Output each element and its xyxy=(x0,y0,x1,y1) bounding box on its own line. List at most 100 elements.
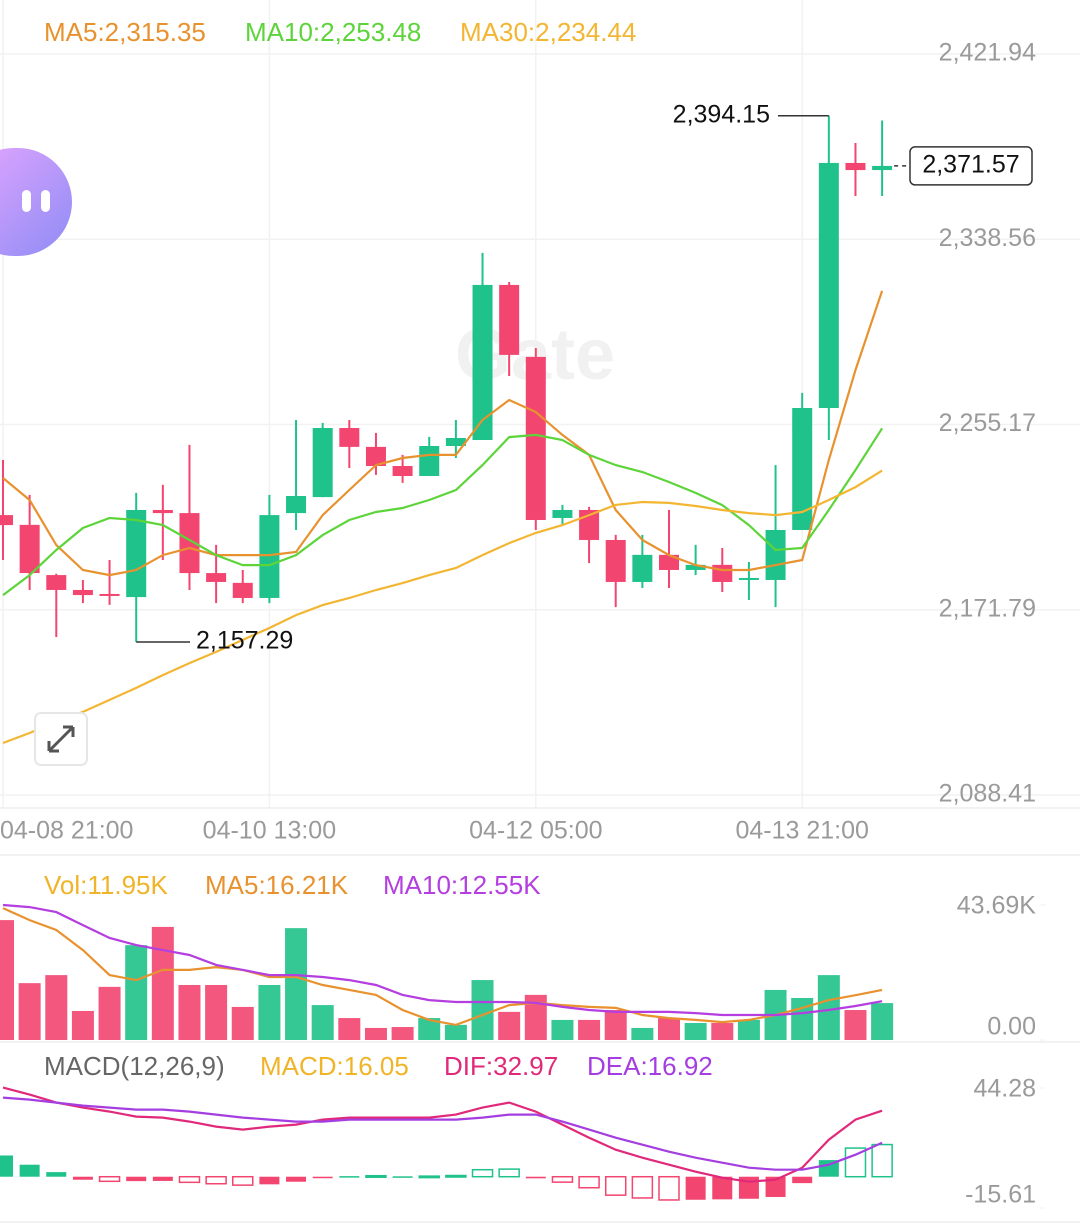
candle-body xyxy=(659,554,679,570)
candle-body xyxy=(499,284,520,355)
candle-body xyxy=(365,446,386,466)
candle-body xyxy=(179,513,200,574)
candle-body xyxy=(605,539,626,582)
y-tick-label: 2,255.17 xyxy=(939,409,1036,437)
macd-bar xyxy=(685,1176,706,1200)
candle-body xyxy=(712,564,733,582)
volume-bar xyxy=(178,984,201,1040)
candle-body xyxy=(792,408,813,530)
bubble-eye xyxy=(41,190,50,212)
volume-bar xyxy=(684,1023,707,1040)
candle-body xyxy=(152,509,173,514)
macd-bar xyxy=(712,1176,733,1200)
macd-bar xyxy=(871,1143,893,1178)
legend-entry: DIF:32.97 xyxy=(444,1051,558,1081)
macd-bar xyxy=(765,1176,786,1197)
indicator-line xyxy=(2,469,883,745)
macd-bar xyxy=(205,1175,227,1185)
macd-bar xyxy=(551,1175,574,1183)
macd-bar xyxy=(365,1174,387,1178)
candle-body xyxy=(99,593,120,596)
macd-bar xyxy=(98,1175,121,1183)
candle-body xyxy=(126,509,147,598)
candle-body xyxy=(845,162,866,171)
candle-body xyxy=(259,515,280,598)
volume-bar xyxy=(551,1019,574,1040)
macd-bar xyxy=(578,1175,600,1189)
volume-bar xyxy=(205,984,228,1040)
candle-body xyxy=(72,589,93,596)
indicator-line xyxy=(2,1096,883,1171)
volume-bar xyxy=(418,1018,441,1040)
volume-bar xyxy=(737,1019,760,1040)
indicator-line xyxy=(2,290,884,577)
candle-body xyxy=(339,427,360,447)
macd-bar xyxy=(445,1174,467,1178)
macd-bar xyxy=(631,1175,654,1199)
volume-bar xyxy=(311,1005,334,1040)
legend-entry: DEA:16.92 xyxy=(587,1051,713,1081)
candle-body xyxy=(46,575,67,590)
macd-bar xyxy=(339,1176,360,1178)
candle-body xyxy=(232,582,253,598)
macd-bar xyxy=(498,1168,520,1178)
volume-bar xyxy=(231,1006,254,1040)
macd-bar xyxy=(658,1175,680,1201)
legend-entry: MA10:2,253.48 xyxy=(245,17,421,47)
volume-bar xyxy=(711,1023,734,1040)
indicator-line xyxy=(2,907,883,1027)
candle-body xyxy=(19,524,40,574)
macd-bar xyxy=(418,1175,440,1179)
expand-button[interactable] xyxy=(34,712,88,766)
candle-body xyxy=(286,495,307,514)
candle-body xyxy=(312,427,333,498)
last-price-box xyxy=(909,146,1033,186)
macd-bar xyxy=(72,1176,93,1180)
volume-bar xyxy=(791,997,814,1040)
indicator-line xyxy=(2,427,884,596)
candle-body xyxy=(525,356,546,520)
volume-bar xyxy=(151,926,174,1040)
x-tick-label: 04-13 21:00 xyxy=(735,817,868,845)
macd-bar xyxy=(604,1175,627,1196)
volume-bar xyxy=(338,1018,361,1040)
macd-bar xyxy=(844,1147,867,1178)
macd-bar xyxy=(19,1164,40,1177)
x-tick-label: 04-10 13:00 xyxy=(203,817,336,845)
candle-body xyxy=(0,515,13,526)
macd-bar xyxy=(152,1176,173,1181)
text-layer: 2,088.41 2,171.79 2,255.17 2,338.56 2,421.94… xyxy=(0,17,1036,1209)
candle-body xyxy=(685,564,706,570)
volume-bar xyxy=(844,1010,867,1040)
macd-bar xyxy=(259,1176,280,1185)
macd-bar xyxy=(178,1175,201,1184)
bubble-eye xyxy=(22,190,31,212)
candle-body xyxy=(392,465,413,476)
macd-bar xyxy=(392,1176,413,1178)
volume-bar xyxy=(45,975,68,1040)
volume-bar xyxy=(364,1027,387,1040)
candle-body xyxy=(206,573,227,582)
assistant-bubble[interactable] xyxy=(0,148,72,256)
volume-bar xyxy=(98,986,121,1040)
volume-bar xyxy=(471,980,494,1040)
volume-bar xyxy=(285,928,308,1040)
indicator-line xyxy=(2,1086,883,1183)
x-tick-label: 04-12 05:00 xyxy=(469,817,602,845)
volume-bar xyxy=(604,1010,627,1040)
last-price-label: 2,371.57 xyxy=(922,151,1019,179)
max-label: 2,394.15 xyxy=(673,100,770,128)
candle-body xyxy=(445,437,466,446)
y-tick-label: 2,338.56 xyxy=(939,224,1036,252)
legend-entry: MA10:12.55K xyxy=(383,870,541,900)
y-tick-label: -15.61 xyxy=(965,1181,1036,1209)
assistant-button[interactable] xyxy=(0,148,72,256)
legend-entry: MACD:16.05 xyxy=(260,1051,409,1081)
y-tick-label: 2,088.41 xyxy=(939,780,1036,808)
y-tick-label: 0.00 xyxy=(987,1013,1036,1041)
macd-bar xyxy=(818,1160,839,1177)
volume-bar xyxy=(524,994,547,1040)
volume-bar xyxy=(0,920,14,1040)
